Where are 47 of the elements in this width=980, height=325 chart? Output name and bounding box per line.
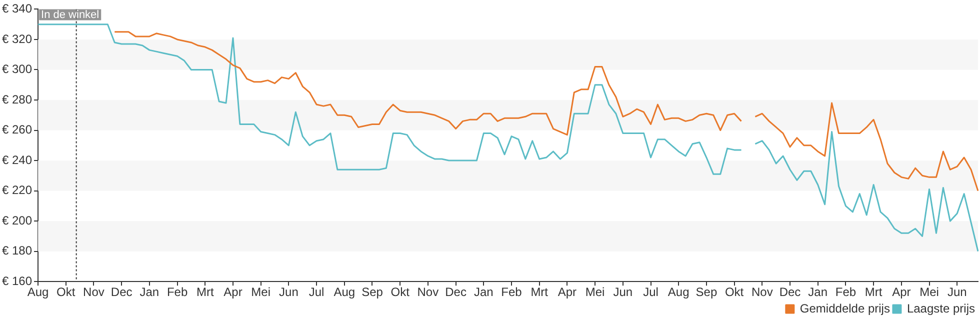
x-tick-label: Okt (390, 285, 410, 300)
x-tick-label: Jun (279, 285, 298, 300)
x-tick-label: Mei (251, 285, 271, 300)
x-tick-label: Sep (696, 285, 718, 300)
x-tick-label: Aug (334, 285, 356, 300)
x-tick-label: Mrt (864, 285, 883, 300)
y-tick-label: € 220 (2, 183, 32, 198)
y-tick-label: € 300 (2, 62, 32, 76)
x-tick-label: Apr (892, 285, 911, 300)
x-tick-label: Jan (474, 285, 494, 300)
x-tick-label: Feb (166, 285, 188, 300)
x-tick-label: Mrt (196, 285, 214, 300)
x-tick-label: Feb (501, 285, 522, 300)
x-tick-label: Jul (643, 285, 658, 300)
x-tick-label: Jun (947, 285, 967, 300)
x-tick-label: Aug (668, 285, 690, 300)
x-tick-label: Nov (751, 285, 773, 300)
legend-label: Laagste prijs (906, 301, 976, 316)
legend-label: Gemiddelde prijs (800, 301, 890, 316)
x-tick-label: Dec (110, 285, 132, 300)
y-tick-label: € 160 (2, 274, 32, 288)
y-tick-label: € 180 (2, 244, 32, 258)
x-tick-label: Nov (83, 285, 104, 300)
x-tick-label: Apr (224, 285, 242, 300)
x-tick-label: Okt (724, 285, 744, 300)
y-tick-label: € 240 (2, 152, 32, 167)
x-tick-label: Jun (613, 285, 633, 300)
x-tick-label: Mrt (530, 285, 549, 300)
x-tick-label: Jul (308, 285, 324, 300)
x-tick-label: Apr (558, 285, 577, 300)
y-tick-label: € 320 (2, 32, 32, 46)
y-tick-label: € 280 (2, 92, 32, 106)
x-tick-label: Mei (585, 285, 605, 300)
x-tick-label: Jan (140, 285, 160, 300)
x-tick-label: Mei (920, 285, 939, 300)
x-tick-label: Nov (417, 285, 439, 300)
x-tick-label: Okt (56, 285, 76, 300)
y-tick-label: € 200 (2, 213, 32, 228)
annotation: In de winkel (41, 9, 100, 22)
x-tick-label: Sep (362, 285, 384, 300)
x-tick-label: Dec (779, 285, 801, 300)
x-tick-label: Jan (808, 285, 828, 300)
y-tick-label: € 340 (2, 2, 32, 16)
x-tick-label: Dec (445, 285, 466, 300)
x-tick-label: Feb (835, 285, 856, 300)
x-tick-label: Aug (27, 285, 49, 300)
y-tick-label: € 260 (2, 122, 32, 137)
